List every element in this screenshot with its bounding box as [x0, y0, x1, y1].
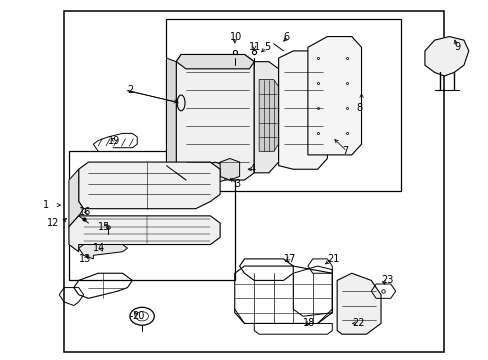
Bar — [166, 19, 400, 191]
Text: 9: 9 — [453, 42, 459, 52]
Text: 1: 1 — [43, 200, 49, 210]
Polygon shape — [220, 158, 239, 180]
Polygon shape — [254, 62, 278, 173]
Polygon shape — [278, 51, 327, 169]
Polygon shape — [69, 169, 83, 226]
Text: 6: 6 — [283, 32, 289, 41]
Polygon shape — [176, 54, 254, 180]
Text: 15: 15 — [98, 222, 110, 231]
Text: 23: 23 — [380, 275, 393, 285]
Bar — [64, 12, 444, 352]
Text: 16: 16 — [79, 207, 91, 217]
Polygon shape — [307, 37, 361, 155]
Polygon shape — [259, 80, 278, 151]
Text: 13: 13 — [79, 254, 91, 264]
Polygon shape — [424, 37, 468, 76]
Text: 20: 20 — [132, 311, 144, 321]
Text: 3: 3 — [234, 179, 241, 189]
Polygon shape — [79, 162, 220, 209]
Polygon shape — [79, 244, 127, 259]
Text: 21: 21 — [327, 254, 339, 264]
Text: 17: 17 — [283, 254, 295, 264]
Text: 22: 22 — [351, 319, 364, 328]
Text: 14: 14 — [93, 243, 105, 253]
Polygon shape — [205, 162, 224, 184]
Text: 12: 12 — [47, 218, 59, 228]
Text: 7: 7 — [341, 146, 347, 156]
Text: 2: 2 — [127, 85, 133, 95]
Polygon shape — [176, 54, 254, 69]
Polygon shape — [336, 273, 380, 334]
Text: 8: 8 — [356, 103, 362, 113]
Polygon shape — [166, 58, 176, 173]
Text: 5: 5 — [264, 42, 270, 52]
Polygon shape — [69, 216, 220, 252]
Text: 10: 10 — [229, 32, 242, 41]
Text: 4: 4 — [249, 164, 255, 174]
Text: 18: 18 — [303, 319, 315, 328]
Text: 19: 19 — [108, 136, 120, 145]
Text: 11: 11 — [249, 42, 261, 52]
Bar — [69, 151, 234, 280]
